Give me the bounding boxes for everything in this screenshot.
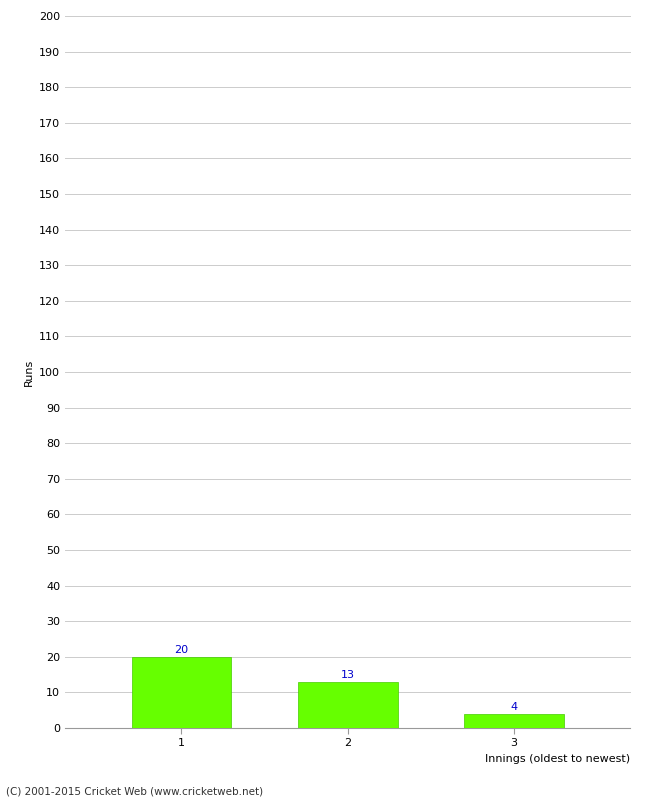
Bar [298, 682, 398, 728]
Text: (C) 2001-2015 Cricket Web (www.cricketweb.net): (C) 2001-2015 Cricket Web (www.cricketwe… [6, 786, 264, 796]
Y-axis label: Runs: Runs [23, 358, 33, 386]
Text: 4: 4 [510, 702, 517, 712]
Bar [131, 657, 231, 728]
Text: 13: 13 [341, 670, 355, 680]
Text: 20: 20 [174, 645, 188, 655]
Bar [464, 714, 564, 728]
X-axis label: Innings (oldest to newest): Innings (oldest to newest) [486, 754, 630, 764]
